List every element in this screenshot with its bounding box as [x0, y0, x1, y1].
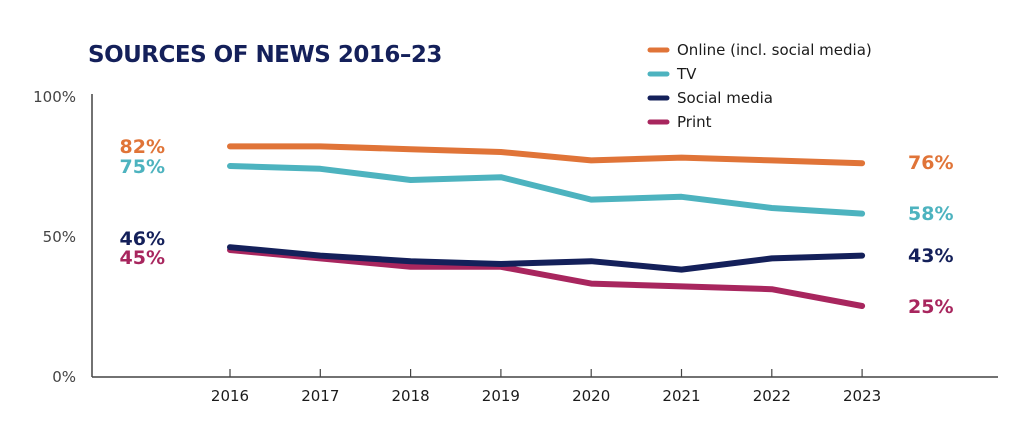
value-labels: 82% 76% 75% 58% 46% 43% 45% 25% [120, 136, 954, 318]
series-line-online-incl-social-media [227, 143, 866, 167]
series-line-social-media [227, 244, 866, 273]
chart-title: SOURCES OF NEWS 2016–23 [88, 42, 442, 68]
x-tick-label: 2023 [843, 387, 881, 405]
legend-label-tv: TV [676, 65, 697, 83]
series-lines [227, 143, 866, 309]
y-tick-label: 50% [43, 228, 76, 246]
start-value-label-print: 45% [120, 247, 165, 269]
legend-label-print: Print [677, 113, 712, 131]
start-value-label-social-media: 46% [120, 228, 165, 250]
x-tick-label: 2016 [211, 387, 249, 405]
start-value-label-online-incl-social-media: 82% [120, 136, 165, 158]
series-line-print [227, 247, 866, 309]
x-tick-label: 2019 [482, 387, 520, 405]
series-line-tv [227, 163, 866, 217]
x-tick-label: 2018 [392, 387, 430, 405]
x-tick-label: 2021 [662, 387, 700, 405]
end-value-label-tv: 58% [908, 203, 953, 225]
x-tick-label: 2022 [753, 387, 791, 405]
start-value-label-tv: 75% [120, 156, 165, 178]
y-tick-label: 100% [33, 88, 76, 106]
x-tick-labels: 2016 2017 2018 2019 2020 2021 2022 2023 [211, 369, 881, 405]
x-tick-label: 2017 [301, 387, 339, 405]
legend: Online (incl. social media) TV Social medi… [647, 41, 872, 131]
y-tick-labels: 100% 50% 0% [33, 88, 76, 386]
y-tick-label: 0% [52, 368, 76, 386]
end-value-label-online-incl-social-media: 76% [908, 152, 953, 174]
x-tick-label: 2020 [572, 387, 610, 405]
end-value-label-print: 25% [908, 296, 953, 318]
legend-label-online-incl-social-media: Online (incl. social media) [677, 41, 872, 59]
end-value-label-social-media: 43% [908, 245, 953, 267]
legend-label-social-media: Social media [677, 89, 773, 107]
